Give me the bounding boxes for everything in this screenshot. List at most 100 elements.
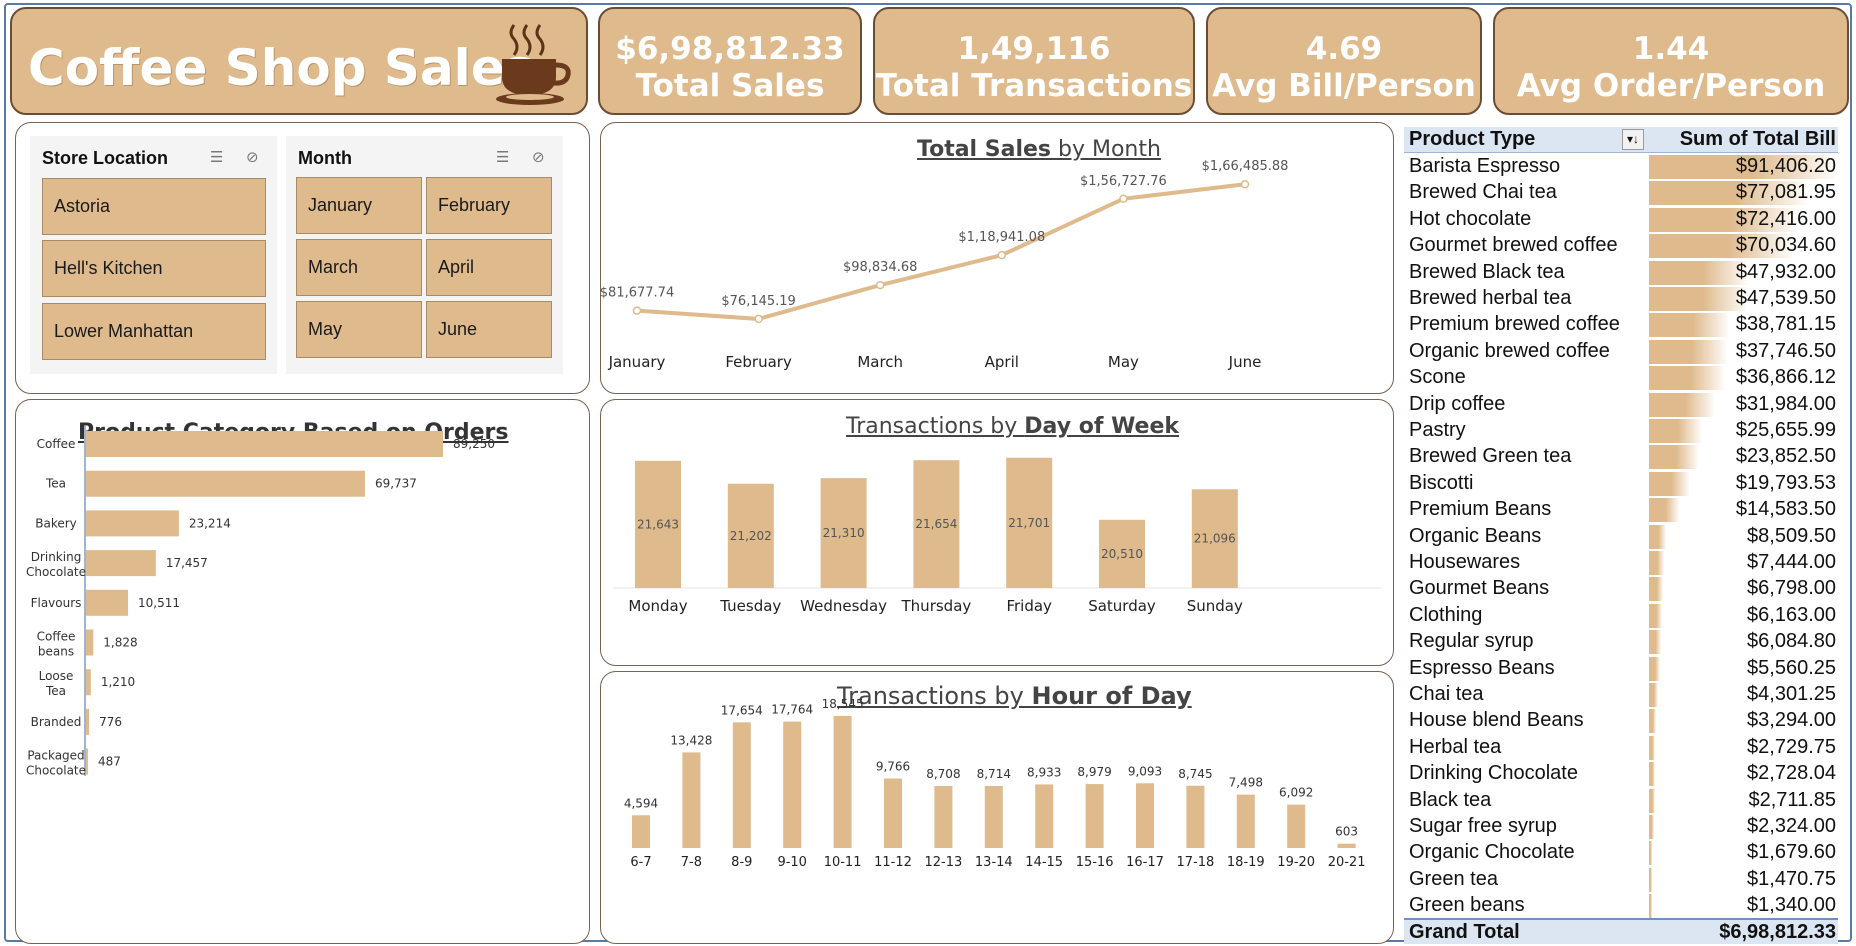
- pivot-row: Premium Beans $14,583.50: [1404, 497, 1838, 523]
- kpi-avg-order: 1.44 Avg Order/Person: [1493, 7, 1849, 115]
- y-tick-label: Flavours: [31, 596, 82, 610]
- product-type-cell: House blend Beans: [1409, 709, 1584, 732]
- clear-filter-icon[interactable]: ⊘: [532, 149, 545, 166]
- multi-select-icon[interactable]: ☰: [496, 149, 510, 166]
- x-tick-label: January: [608, 353, 666, 371]
- data-label: 23,214: [189, 516, 231, 530]
- slicer-item-hells-kitchen[interactable]: Hell's Kitchen: [42, 240, 266, 297]
- slicer-item-astoria[interactable]: Astoria: [42, 178, 266, 235]
- pivot-row: Housewares $7,444.00: [1404, 550, 1838, 576]
- x-tick-label: 8-9: [731, 855, 752, 870]
- clear-filter-icon[interactable]: ⊘: [246, 149, 259, 166]
- hour-bar: [1136, 783, 1154, 848]
- data-label: 9,093: [1128, 764, 1162, 778]
- data-bar: [1649, 181, 1806, 206]
- kpi-total-transactions: 1,49,116 Total Transactions: [873, 7, 1195, 115]
- data-bar: [1649, 762, 1655, 787]
- slicer-item-january[interactable]: January: [296, 177, 422, 234]
- grand-total-value: $6,98,812.33: [1719, 921, 1836, 943]
- total-bill-cell: $14,583.50: [1735, 498, 1836, 521]
- x-tick-label: 6-7: [630, 855, 651, 870]
- x-tick-label: May: [1108, 353, 1139, 371]
- data-bar: [1649, 788, 1655, 813]
- product-type-cell: Housewares: [1409, 551, 1521, 573]
- slicer-item-may[interactable]: May: [296, 301, 422, 358]
- data-label: $81,677.74: [601, 286, 674, 301]
- product-type-cell: Herbal tea: [1409, 735, 1502, 758]
- hour-bars-group: 4,594 6-7 13,428 7-8 17,654 8-9 17,764 9-10 18,5…: [624, 697, 1366, 870]
- kpi-label: Avg Bill/Person: [1212, 68, 1476, 104]
- total-bill-cell: $6,798.00: [1747, 577, 1836, 600]
- weekday-bar-chart: 21,643 Monday 21,202 Tuesday 21,310 Wednesday…: [613, 457, 1381, 615]
- data-bar: [1649, 524, 1667, 549]
- y-tick-label: Drinking: [31, 550, 82, 564]
- slicer-title: Store Location: [42, 148, 169, 168]
- y-tick-label: Bakery: [35, 516, 77, 530]
- chart-title-main: Transactions by: [837, 682, 1032, 710]
- x-tick-label: Friday: [1006, 597, 1052, 615]
- weekday-bar: [820, 478, 867, 588]
- data-bar: [1649, 392, 1715, 417]
- pivot-row: Biscotti $19,793.53: [1404, 471, 1838, 497]
- product-type-cell: Organic Beans: [1409, 524, 1542, 547]
- data-label: 17,457: [166, 556, 208, 570]
- x-tick-label: 18-19: [1227, 855, 1265, 870]
- data-bar: [1649, 471, 1690, 496]
- hourly-bar-chart: 4,594 6-7 13,428 7-8 17,654 8-9 17,764 9-10 18,5…: [624, 697, 1366, 870]
- pivot-grand-total-row: Grand Total $6,98,812.33: [1404, 918, 1838, 944]
- data-label: $76,145.19: [721, 294, 795, 309]
- x-tick-label: Saturday: [1088, 597, 1156, 615]
- pivot-row: Organic Chocolate $1,679.60: [1404, 840, 1838, 866]
- sales-line: [636, 182, 1246, 321]
- x-tick-label: Monday: [628, 597, 687, 615]
- data-bar: [1649, 260, 1747, 285]
- sort-filter-dropdown-icon[interactable]: ▾↓: [1622, 129, 1644, 150]
- product-category-bar-chart: 89,250 Coffee 69,737 Tea 23,214 Bakery 17,457 D…: [26, 426, 495, 778]
- product-category-chart-panel: Product Category Based on Orders 89,250C…: [15, 399, 590, 944]
- title-card: Coffee Shop Sales: [10, 7, 588, 115]
- slicer-item-lower-manhattan[interactable]: Lower Manhattan: [42, 303, 266, 360]
- y-tick-label: beans: [38, 645, 74, 659]
- data-label: 21,202: [730, 529, 772, 543]
- pivot-row: Gourmet Beans $6,798.00: [1404, 576, 1838, 602]
- y-tick-label: Chocolate: [26, 565, 86, 579]
- data-label: 8,714: [977, 767, 1011, 781]
- data-label: 18,545: [822, 697, 864, 711]
- weekday-chart-panel: Transactions by Day of Week 21,643 Monday…: [600, 399, 1394, 666]
- x-tick-label: 12-13: [925, 855, 963, 870]
- y-tick-label: Tea: [45, 684, 66, 698]
- product-type-cell: Green tea: [1409, 867, 1498, 890]
- monthly-sales-line-chart: $81,677.74 January $76,145.19 February $98,8…: [601, 159, 1288, 371]
- multi-select-icon[interactable]: ☰: [210, 149, 224, 166]
- chart-title-main: Total Sales: [917, 137, 1052, 162]
- weekday-bar: [635, 460, 681, 588]
- pivot-row: Brewed herbal tea $47,539.50: [1404, 286, 1838, 312]
- pivot-row: Brewed Chai tea $77,081.95: [1404, 180, 1838, 206]
- x-tick-label: 13-14: [975, 855, 1013, 870]
- total-bill-cell: $31,984.00: [1735, 392, 1836, 415]
- chart-title: Transactions by Day of Week: [846, 414, 1179, 439]
- data-bar: [1649, 841, 1653, 866]
- data-label: 89,250: [453, 437, 495, 451]
- data-bar: [1649, 683, 1658, 707]
- pivot-row: Organic Beans $8,509.50: [1404, 524, 1838, 550]
- x-tick-label: 17-18: [1177, 855, 1215, 870]
- kpi-value: 1,49,116: [957, 31, 1111, 67]
- data-label: $98,834.68: [843, 260, 917, 275]
- slicer-item-june[interactable]: June: [426, 301, 552, 358]
- slicer-item-march[interactable]: March: [296, 239, 422, 296]
- data-label: 8,933: [1027, 765, 1061, 779]
- product-type-cell: Scone: [1409, 366, 1466, 389]
- pivot-row: Gourmet brewed coffee $70,034.60: [1404, 233, 1838, 259]
- product-type-cell: Green beans: [1409, 894, 1525, 917]
- data-label: 21,643: [637, 517, 679, 531]
- product-type-cell: Regular syrup: [1409, 630, 1534, 653]
- hour-bar: [934, 786, 953, 848]
- data-label: 6,092: [1279, 786, 1313, 800]
- total-bill-cell: $72,416.00: [1735, 207, 1836, 230]
- y-tick-label: Branded: [31, 715, 82, 729]
- slicer-item-february[interactable]: February: [426, 177, 552, 234]
- total-bill-cell: $5,560.25: [1747, 656, 1836, 679]
- slicer-item-april[interactable]: April: [426, 239, 552, 296]
- pivot-row: Regular syrup $6,084.80: [1404, 629, 1838, 655]
